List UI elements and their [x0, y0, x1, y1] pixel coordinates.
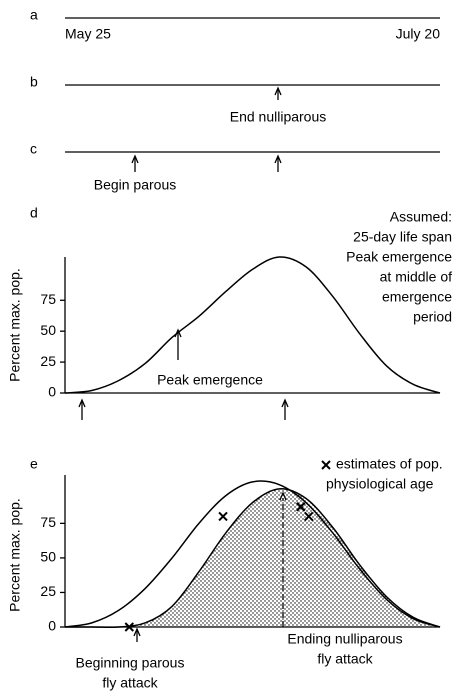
note: at middle of	[380, 269, 452, 285]
arrow-head	[274, 154, 282, 164]
panel-label: a	[30, 7, 38, 23]
y-tick-label: 25	[40, 583, 56, 599]
cross	[296, 502, 306, 512]
arrow-head	[133, 627, 141, 637]
cross	[218, 511, 228, 522]
panel-label: c	[30, 141, 37, 157]
y-axis-title: Percent max. pop.	[7, 498, 23, 612]
arrow-head	[279, 491, 287, 501]
marker	[124, 622, 134, 632]
legend-text: physiological age	[326, 476, 434, 492]
cross	[321, 460, 331, 470]
panel-label: e	[30, 456, 38, 472]
y-tick-label: 50	[40, 549, 56, 565]
legend-text: estimates of pop.	[336, 456, 443, 472]
arrow-head	[174, 328, 182, 338]
panel-label: d	[30, 205, 38, 221]
note: Peak emergence	[346, 249, 452, 265]
annotation: Ending nulliparous	[287, 631, 402, 647]
y-axis-title: Percent max. pop.	[7, 268, 23, 382]
panel-label: b	[30, 74, 38, 90]
cross	[124, 622, 134, 632]
annotation: Begin parous	[94, 177, 177, 193]
note: Assumed:	[390, 209, 452, 225]
arrow-head	[281, 398, 289, 408]
annotation: fly attack	[317, 651, 373, 667]
marker	[304, 511, 314, 522]
arrow-head	[78, 398, 86, 408]
annotation: Peak emergence	[157, 372, 263, 388]
marker	[218, 511, 228, 522]
shaded-area	[65, 488, 440, 628]
annotation: Beginning parous	[76, 655, 185, 671]
note: period	[413, 309, 452, 325]
start-date: May 25	[65, 26, 111, 42]
arrow-head	[274, 86, 282, 96]
y-tick-label: 0	[48, 618, 56, 634]
note: emergence	[382, 289, 452, 305]
curve	[64, 256, 441, 394]
y-tick-label: 0	[48, 384, 56, 400]
legend-symbol	[321, 460, 331, 470]
annotation: End nulliparous	[230, 109, 327, 125]
marker	[296, 502, 306, 512]
end-date: July 20	[396, 26, 441, 42]
arrow-head	[131, 154, 139, 164]
curve	[65, 488, 441, 629]
y-tick-label: 25	[40, 353, 56, 369]
note: 25-day life span	[353, 229, 452, 245]
annotation: fly attack	[102, 675, 158, 691]
cross	[304, 511, 314, 522]
y-tick-label: 75	[40, 514, 56, 530]
y-tick-label: 50	[40, 322, 56, 338]
y-tick-label: 75	[40, 291, 56, 307]
